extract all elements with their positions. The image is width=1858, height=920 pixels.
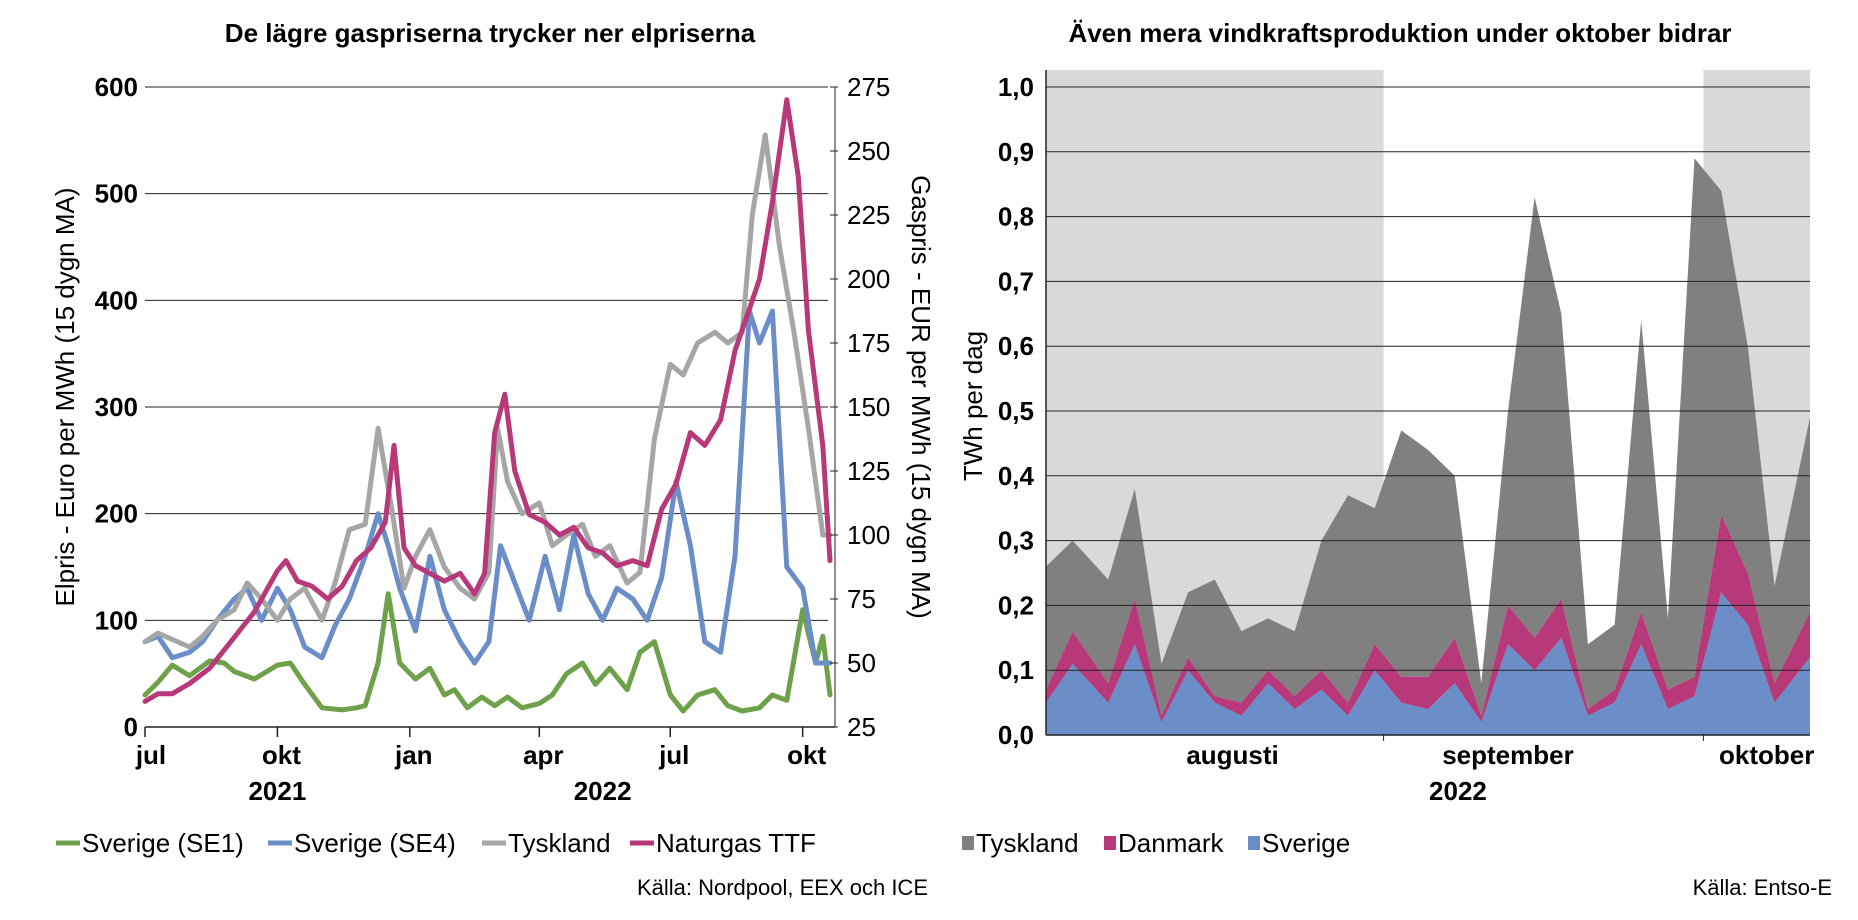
- right-y-tick-label: 1,0: [998, 72, 1034, 102]
- left-y2-tick-label: 25: [847, 712, 876, 742]
- right-y-tick-label: 0,5: [998, 396, 1034, 426]
- right-legend: Tyskland Danmark Sverige: [962, 828, 1350, 858]
- right-gridlines: [1045, 70, 1810, 736]
- right-year-label: 2022: [1429, 776, 1487, 806]
- left-y2-axis-title: Gaspris - EUR per MWh (15 dygn MA): [906, 175, 936, 619]
- left-y2-tick-label: 175: [847, 328, 890, 358]
- right-y-axis-ticks: 0,0 0,1 0,2 0,3 0,4 0,5 0,6 0,7 0,8 0,9 1,0: [998, 72, 1035, 750]
- right-y-tick-label: 0,7: [998, 266, 1034, 296]
- area-series-sverige: [1046, 592, 1810, 735]
- right-x-tick-label: augusti: [1186, 740, 1278, 770]
- right-y-tick-label: 0,3: [998, 526, 1034, 556]
- left-y2-tick-label: 200: [847, 264, 890, 294]
- left-x-tick-label: okt: [787, 740, 826, 770]
- right-x-axis-ticks: augusti september oktober 2022: [1186, 735, 1814, 806]
- legend-swatch: [1248, 836, 1260, 850]
- left-y2-tick-label: 125: [847, 456, 890, 486]
- left-y-tick-label: 600: [95, 72, 138, 102]
- left-y2-tick-label: 225: [847, 200, 890, 230]
- right-chart-title: Även mera vindkraftsproduktion under okt…: [1068, 18, 1731, 48]
- right-x-tick-label: september: [1442, 740, 1574, 770]
- right-y-tick-label: 0,8: [998, 202, 1034, 232]
- left-y-tick-label: 500: [95, 179, 138, 209]
- left-y-axis-ticks: 0 100 200 300 400 500 600: [95, 72, 138, 742]
- legend-label: Tyskland: [508, 828, 611, 858]
- series-line-tyskland: [142, 132, 833, 650]
- left-x-tick-label: okt: [262, 740, 301, 770]
- left-y2-tick-label: 50: [847, 648, 876, 678]
- left-y-tick-label: 100: [95, 605, 138, 635]
- legend-item: Sverige: [1248, 828, 1350, 858]
- right-x-tick-label: oktober: [1719, 740, 1814, 770]
- legend-swatch: [962, 836, 974, 850]
- left-y2-tick-label: 150: [847, 392, 890, 422]
- left-y-axis-title: Elpris - Euro per MWh (15 dygn MA): [50, 187, 80, 606]
- area-series-danmark: [1046, 514, 1810, 722]
- left-year-label: 2021: [248, 776, 306, 806]
- legend-item: Danmark: [1104, 828, 1224, 858]
- legend-item: Tyskland: [962, 828, 1079, 858]
- right-chart: Även mera vindkraftsproduktion under okt…: [958, 18, 1832, 900]
- left-y2-tick-label: 275: [847, 72, 890, 102]
- legend-item: Sverige (SE1): [56, 828, 244, 858]
- left-y2-tick-label: 250: [847, 136, 890, 166]
- left-legend: Sverige (SE1) Sverige (SE4) Tyskland Naturg…: [56, 828, 816, 858]
- left-series-group: [142, 97, 833, 714]
- legend-item: Naturgas TTF: [630, 828, 816, 858]
- left-x-tick-label: jul: [135, 740, 166, 770]
- right-area-series: [1046, 158, 1810, 735]
- left-y-tick-label: 300: [95, 392, 138, 422]
- right-y-tick-label: 0,1: [998, 655, 1034, 685]
- legend-label: Sverige (SE4): [294, 828, 456, 858]
- left-y2-axis-ticks: 25 50 75 100 125 150 175 200 225 250 275: [830, 72, 890, 742]
- left-x-tick-label: apr: [523, 740, 563, 770]
- legend-item: Tyskland: [482, 828, 611, 858]
- left-x-tick-label: jul: [658, 740, 689, 770]
- legend-item: Sverige (SE4): [268, 828, 456, 858]
- left-y-tick-label: 400: [95, 285, 138, 315]
- legend-label: Danmark: [1118, 828, 1224, 858]
- right-y-tick-label: 0,0: [998, 720, 1034, 750]
- left-y2-tick-label: 75: [847, 584, 876, 614]
- legend-swatch: [1104, 836, 1116, 850]
- right-y-tick-label: 0,2: [998, 590, 1034, 620]
- legend-label: Sverige (SE1): [82, 828, 244, 858]
- right-y-tick-label: 0,9: [998, 137, 1034, 167]
- legend-label: Naturgas TTF: [656, 828, 816, 858]
- series-line-naturgas-ttf: [142, 97, 833, 704]
- left-source: Källa: Nordpool, EEX och ICE: [637, 875, 928, 900]
- right-y-axis-title: TWh per dag: [958, 331, 988, 481]
- left-x-tick-label: jan: [394, 740, 433, 770]
- series-line-sverige-se4: [142, 308, 833, 666]
- left-chart: De lägre gaspriserna trycker ner elprise…: [50, 18, 936, 900]
- left-y-tick-label: 0: [124, 712, 138, 742]
- right-y-tick-label: 0,4: [998, 461, 1035, 491]
- legend-label: Tyskland: [976, 828, 1079, 858]
- left-y2-tick-label: 100: [847, 520, 890, 550]
- left-x-axis-ticks: jul okt jan apr jul okt 2021 2022: [135, 727, 826, 806]
- right-y-tick-label: 0,6: [998, 331, 1034, 361]
- left-year-label: 2022: [574, 776, 632, 806]
- area-series-tyskland: [1046, 158, 1810, 716]
- right-source: Källa: Entso-E: [1693, 875, 1832, 900]
- series-line-sverige-se1: [142, 591, 833, 714]
- legend-label: Sverige: [1262, 828, 1350, 858]
- left-chart-title: De lägre gaspriserna trycker ner elprise…: [225, 18, 756, 48]
- left-y-tick-label: 200: [95, 499, 138, 529]
